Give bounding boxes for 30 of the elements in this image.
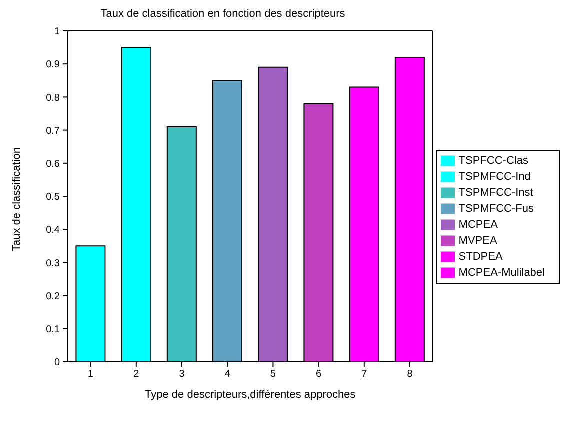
x-tick-label: 7 <box>362 369 368 380</box>
y-tick-label: 0.2 <box>46 291 60 302</box>
y-tick-label: 1 <box>54 26 60 38</box>
x-tick-label: 8 <box>407 369 414 380</box>
y-tick-label: 0.9 <box>46 60 60 71</box>
legend-label: TSPFCC-Clas <box>458 155 528 167</box>
legend-label: MVPEA <box>458 235 498 247</box>
y-tick-label: 0 <box>54 358 60 369</box>
y-axis-title: Taux de classification <box>10 148 23 252</box>
x-tick-label: 2 <box>134 369 140 380</box>
x-axis-title: Type de descripteurs,différentes approches <box>145 389 356 401</box>
y-tick-label: 0.4 <box>46 225 60 236</box>
y-tick-label: 0.5 <box>46 192 60 204</box>
x-tick-label: 3 <box>179 369 186 380</box>
y-tick-label: 0.6 <box>46 158 60 170</box>
x-tick-label: 5 <box>270 369 276 380</box>
legend-label: MCPEA-Mulilabel <box>458 267 545 279</box>
y-tick-label: 0.1 <box>46 324 60 336</box>
y-tick-label: 0.3 <box>46 258 60 270</box>
x-tick-label: 1 <box>88 369 94 380</box>
y-tick-label: 0.8 <box>46 92 60 104</box>
legend-label: STDPEA <box>458 251 503 263</box>
x-tick-label: 6 <box>316 369 322 380</box>
x-tick-label: 4 <box>224 369 231 380</box>
y-tick-label: 0.7 <box>46 126 60 137</box>
legend-label: MCPEA <box>458 219 498 231</box>
legend-label: TSPMFCC-Ind <box>458 171 531 183</box>
chart-title: Taux de classification en fonction des descripteurs <box>100 8 346 22</box>
legend-label: TSPMFCC-Fus <box>458 203 534 215</box>
legend-label: TSPMFCC-Inst <box>458 187 534 199</box>
